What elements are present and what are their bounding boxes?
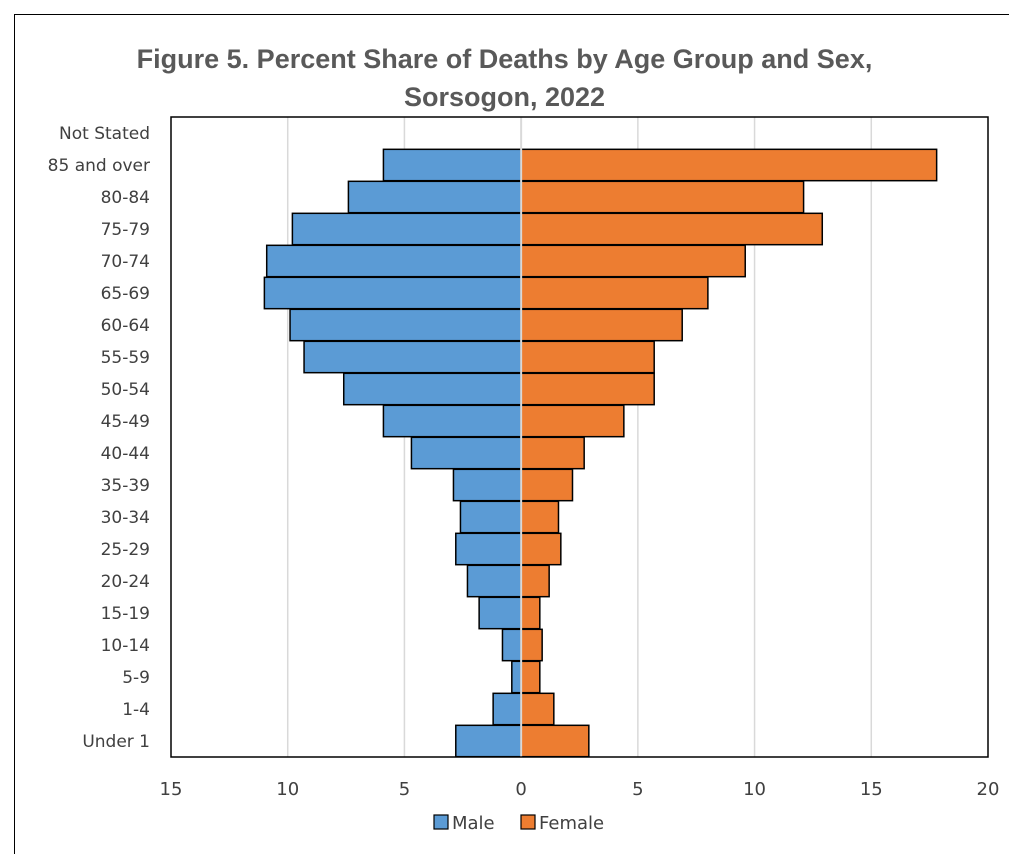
category-label: 70-74	[101, 252, 150, 272]
bar-male-12	[459, 500, 522, 534]
bar-female-3	[520, 212, 824, 246]
bar-female-1	[520, 148, 938, 182]
bar-female-16	[520, 628, 543, 662]
category-label: 75-79	[101, 220, 150, 240]
bar-male-5	[263, 276, 522, 310]
category-label: Not Stated	[59, 124, 150, 144]
category-label: 25-29	[101, 540, 150, 560]
bar-male-8	[342, 372, 522, 406]
bar-female-12	[520, 500, 560, 534]
category-label: 35-39	[101, 476, 150, 496]
bar-male-13	[455, 532, 522, 566]
category-label: 10-14	[101, 636, 150, 656]
bar-female-14	[520, 564, 550, 598]
category-label: 65-69	[101, 284, 150, 304]
category-label: 50-54	[101, 380, 150, 400]
bar-male-4	[265, 244, 522, 278]
chart-subtitle: Sorsogon, 2022	[403, 82, 606, 112]
bar-female-15	[520, 596, 541, 630]
bar-male-7	[303, 340, 522, 374]
category-label: 60-64	[101, 316, 150, 336]
legend-male-label: Male	[452, 813, 495, 834]
bar-female-2	[520, 180, 805, 214]
category-label: 80-84	[101, 188, 150, 208]
chart-title-block: Figure 5. Percent Share of Deaths by Age…	[0, 40, 1009, 116]
bar-female-6	[520, 308, 683, 342]
category-label: 30-34	[101, 508, 150, 528]
legend: Male Female	[433, 813, 604, 834]
bar-male-17	[511, 660, 522, 694]
bar-male-1	[382, 148, 522, 182]
bar-male-19	[455, 724, 522, 758]
bar-female-5	[520, 276, 709, 310]
bar-female-19	[520, 724, 590, 758]
x-tick-labels: 15 10 5 0 5 10 15 20	[160, 779, 1000, 800]
legend-female-swatch	[520, 814, 536, 830]
chart-title: Figure 5. Percent Share of Deaths by Age…	[136, 44, 873, 74]
category-label: 85 and over	[48, 156, 150, 176]
bar-female-8	[520, 372, 655, 406]
category-label: 1-4	[122, 700, 150, 720]
bar-female-9	[520, 404, 625, 438]
bar-male-11	[452, 468, 522, 502]
bar-female-7	[520, 340, 655, 374]
x-tick-label: 10	[743, 779, 766, 800]
category-label: 5-9	[122, 668, 150, 688]
legend-female-label: Female	[539, 813, 604, 834]
bar-male-2	[347, 180, 522, 214]
bar-female-10	[520, 436, 585, 470]
bar-male-3	[291, 212, 522, 246]
x-tick-label: 0	[515, 779, 526, 800]
x-tick-label: 20	[977, 779, 1000, 800]
category-label: 55-59	[101, 348, 150, 368]
bars-group	[263, 117, 938, 758]
x-tick-label: 5	[632, 779, 643, 800]
bar-female-11	[520, 468, 574, 502]
category-label: 20-24	[101, 572, 150, 592]
bar-female-17	[520, 660, 541, 694]
plot-area-border	[170, 116, 989, 758]
category-label: 45-49	[101, 412, 150, 432]
bar-male-14	[466, 564, 522, 598]
bar-male-18	[492, 692, 522, 726]
bar-female-4	[520, 244, 746, 278]
x-tick-label: 15	[160, 779, 183, 800]
x-tick-label: 10	[276, 779, 299, 800]
bar-female-13	[520, 532, 562, 566]
x-tick-label: 5	[399, 779, 410, 800]
bar-male-9	[382, 404, 522, 438]
category-label: 40-44	[101, 444, 150, 464]
category-label: Under 1	[82, 732, 150, 752]
category-labels: Not Stated 85 and over 80-84 75-79 70-74 65-6…	[48, 124, 150, 752]
bar-male-16	[501, 628, 522, 662]
legend-male-swatch	[433, 814, 449, 830]
bar-male-10	[410, 436, 522, 470]
bar-male-15	[478, 596, 522, 630]
category-label: 15-19	[101, 604, 150, 624]
x-tick-label: 15	[860, 779, 883, 800]
bar-male-6	[289, 308, 522, 342]
bar-female-18	[520, 692, 555, 726]
